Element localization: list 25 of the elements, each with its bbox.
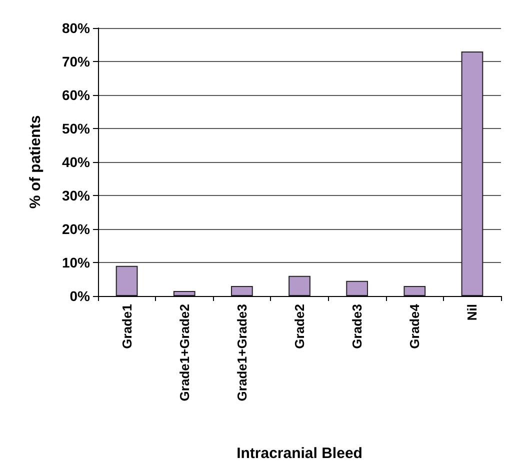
x-tick-label: Grade1 [119, 304, 134, 349]
bar [404, 286, 426, 296]
y-tick-label: 20% [62, 221, 91, 237]
y-tick-label: 40% [62, 154, 91, 170]
x-tick-label: Nil [464, 304, 480, 321]
bar [288, 276, 310, 296]
x-tick-label: Grade4 [407, 303, 422, 349]
bar [116, 266, 138, 296]
x-tick-label: Grade1+Grade3 [234, 304, 250, 402]
y-axis-title: % of patients [27, 115, 44, 209]
x-tick-label: Grade3 [350, 304, 365, 349]
y-tick-label: 0% [70, 288, 91, 304]
x-tick-label: Grade1+Grade2 [176, 304, 192, 402]
bar [230, 286, 253, 296]
y-tick-label: 80% [62, 20, 91, 36]
bar [346, 280, 368, 296]
x-axis-title: Intracranial Bleed [236, 445, 362, 462]
y-tick-label: 60% [62, 87, 91, 103]
y-tick-label: 10% [62, 254, 91, 270]
y-tick-label: 50% [62, 120, 91, 136]
x-tick-label: Grade2 [292, 304, 307, 349]
y-tick-label: 30% [62, 188, 91, 204]
bar [461, 51, 484, 296]
bar [173, 290, 196, 296]
y-tick-label: 70% [62, 54, 91, 70]
